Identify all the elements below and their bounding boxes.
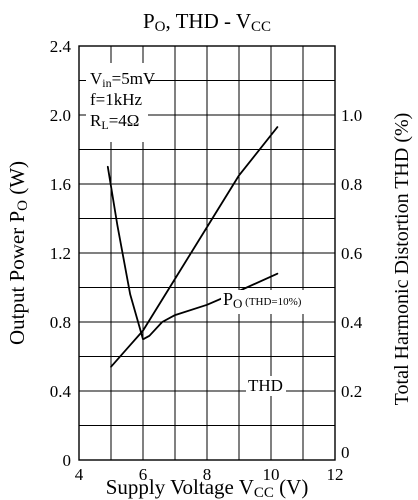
- condition-line: RL=4Ω: [90, 111, 139, 132]
- po-label-background: [221, 290, 319, 314]
- x-tick-label: 10: [263, 465, 280, 484]
- condition-line: f=1kHz: [90, 90, 143, 109]
- y-left-tick-label: 2.0: [50, 106, 71, 125]
- x-tick-label: 12: [327, 465, 344, 484]
- series-po-line: [110, 126, 279, 368]
- y-axis-right-label: Total Harmonic Distortion THD (%): [391, 113, 413, 406]
- chart-title: PO, THD - VCC: [143, 9, 271, 35]
- y-right-tick-label: 1.0: [341, 106, 362, 125]
- labels: PO, THD - VCC Supply Voltage VCC (V) Outpu…: [5, 9, 413, 500]
- y-right-tick-label: 0.8: [341, 175, 362, 194]
- y-right-tick-label: 0.4: [341, 313, 363, 332]
- y-left-tick-label: 2.4: [50, 37, 72, 56]
- y-right-tick-label: 0: [341, 443, 350, 462]
- y-axis-left-label: Output Power PO (W): [5, 161, 31, 345]
- condition-line: Vin=5mV: [90, 69, 156, 90]
- thd-label-background: [246, 376, 286, 396]
- y-left-tick-label: 1.6: [50, 175, 71, 194]
- y-left-tick-label: 1.2: [50, 244, 71, 263]
- x-axis-label: Supply Voltage VCC (V): [106, 475, 309, 500]
- series-thd-label: THD: [248, 376, 283, 395]
- y-right-tick-label: 0.6: [341, 244, 362, 263]
- y-left-tick-label: 0.4: [50, 382, 72, 401]
- conditions-box: [86, 63, 148, 142]
- x-tick-label: 8: [203, 465, 212, 484]
- series: [106, 126, 279, 368]
- y-left-tick-label: 0: [63, 451, 72, 470]
- series-po-label: PO (THD=10%): [223, 289, 302, 311]
- x-tick-label: 6: [139, 465, 148, 484]
- y-right-tick-label: 0.2: [341, 382, 362, 401]
- tick-labels: 4 6 8 10 12 0 0.4 0.8 1.2 1.6 2.0 2.4 0 0.2 0.4 0.6 0.8 1…: [50, 37, 363, 484]
- x-tick-label: 4: [75, 465, 84, 484]
- y-left-tick-label: 0.8: [50, 313, 71, 332]
